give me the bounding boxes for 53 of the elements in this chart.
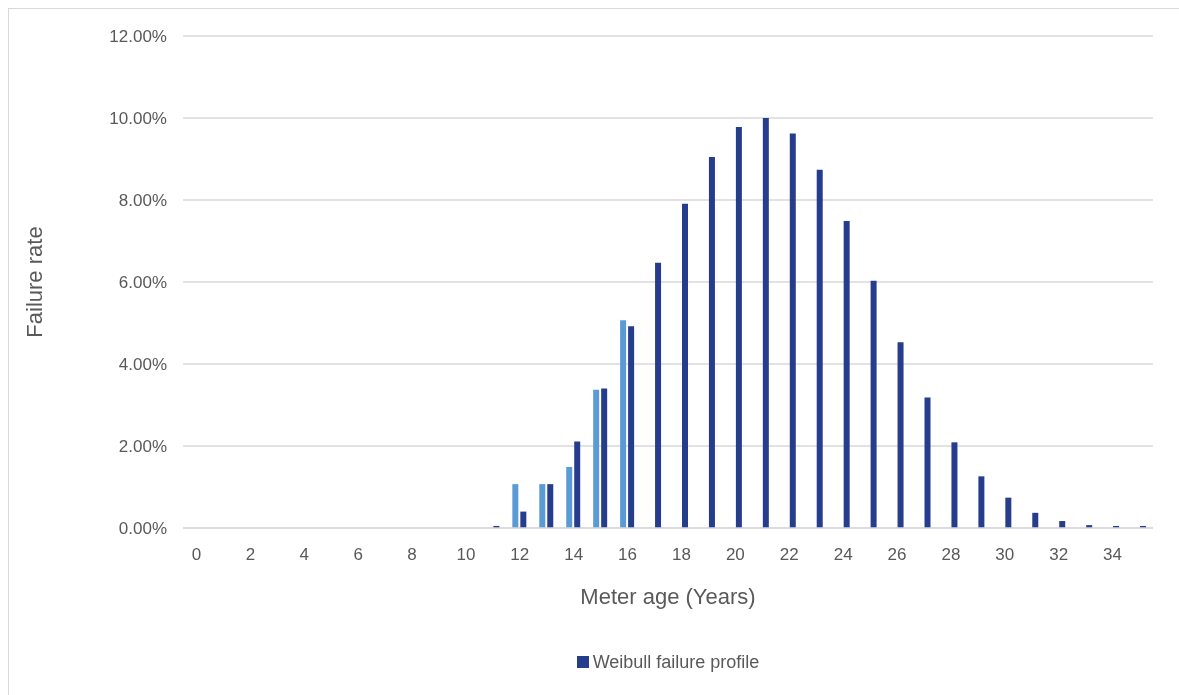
bar [628, 326, 635, 528]
bar [520, 511, 527, 528]
bar [762, 118, 769, 528]
bar [843, 220, 850, 528]
bar [574, 441, 581, 528]
x-tick-label: 22 [779, 545, 799, 565]
bar [1005, 497, 1012, 528]
y-tick-label: 4.00% [118, 355, 167, 375]
x-tick-label: 26 [887, 545, 907, 565]
bar [924, 397, 931, 528]
bar [978, 476, 985, 528]
x-tick-label: 10 [456, 545, 476, 565]
x-tick-label: 18 [672, 545, 691, 565]
x-tick-label: 14 [564, 545, 584, 565]
bar [512, 484, 519, 528]
bar [789, 133, 796, 528]
bar [547, 484, 554, 528]
x-tick-label: 32 [1049, 545, 1069, 565]
y-tick-label: 2.00% [118, 437, 167, 457]
bar [655, 262, 662, 528]
y-tick-label: 10.00% [109, 109, 167, 129]
x-tick-label: 2 [245, 545, 256, 565]
bar [897, 342, 904, 528]
x-tick-label: 4 [299, 545, 309, 565]
y-tick-label: 6.00% [118, 273, 167, 293]
x-tick-label: 16 [618, 545, 638, 565]
x-tick-label: 20 [725, 545, 745, 565]
bar [870, 280, 877, 528]
x-tick-label: 30 [995, 545, 1015, 565]
legend-label: Weibull failure profile [592, 652, 760, 672]
bar [951, 442, 958, 528]
x-tick-label: 24 [833, 545, 853, 565]
y-axis-title: Failure rate [22, 226, 47, 338]
bar [593, 389, 600, 528]
bar [620, 320, 627, 528]
x-tick-label: 34 [1103, 545, 1123, 565]
bar [1032, 512, 1039, 528]
bar [708, 156, 715, 528]
bar [735, 127, 742, 528]
x-tick-label: 12 [510, 545, 530, 565]
bar [566, 466, 573, 528]
y-tick-label: 8.00% [118, 191, 167, 211]
bar [601, 388, 608, 528]
bar [539, 484, 546, 528]
x-tick-label: 6 [353, 545, 363, 565]
x-tick-label: 28 [941, 545, 961, 565]
y-tick-label: 0.00% [118, 519, 167, 539]
x-axis-title: Meter age (Years) [580, 584, 756, 609]
bar [682, 203, 688, 528]
x-tick-label: 8 [407, 545, 417, 565]
y-tick-label: 12.00% [109, 27, 167, 47]
bar [816, 169, 823, 528]
x-tick-label: 0 [191, 545, 202, 565]
